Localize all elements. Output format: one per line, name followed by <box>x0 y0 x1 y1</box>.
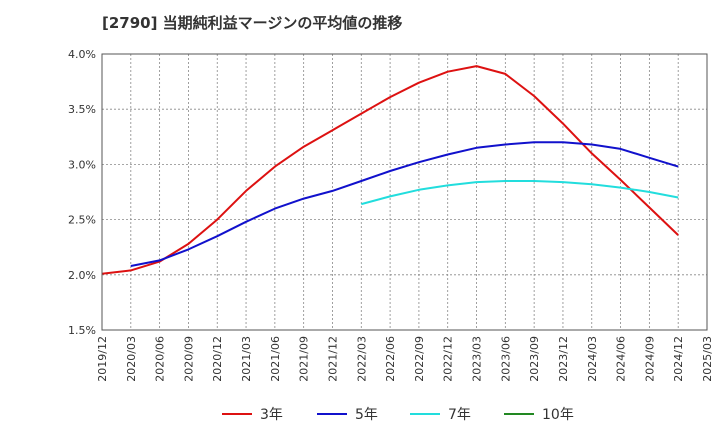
series-lines <box>101 65 679 275</box>
y-tick-label: 2.5% <box>68 214 96 227</box>
x-tick-label: 2022/12 <box>442 336 455 382</box>
legend-label-4: 10年 <box>542 407 574 423</box>
x-tick-label: 2023/09 <box>528 336 541 382</box>
x-tick-label: 2022/06 <box>384 336 397 382</box>
y-tick-label: 1.5% <box>68 324 96 337</box>
x-tick-label: 2020/03 <box>125 336 138 382</box>
x-axis-ticks: 2019/12 2020/03 2020/06 2020/09 2020/12 2021/… <box>96 336 714 382</box>
gridlines <box>102 54 707 330</box>
x-tick-label: 2021/06 <box>269 336 282 382</box>
x-tick-label: 2024/03 <box>586 336 599 382</box>
plot-border <box>101 53 708 331</box>
chart-title: [2790] 当期純利益マージンの平均値の推移 <box>102 14 403 32</box>
legend-label-2: 5年 <box>355 407 378 423</box>
y-tick-label: 3.0% <box>68 158 96 171</box>
x-tick-label: 2025/03 <box>701 336 714 382</box>
x-tick-label: 2024/12 <box>672 336 685 382</box>
x-tick-label: 2024/09 <box>643 336 656 382</box>
series-line-3 <box>361 180 679 206</box>
y-axis-ticks: 1.5% 2.0% 2.5% 3.0% 3.5% 4.0% <box>68 48 96 337</box>
y-tick-label: 4.0% <box>68 48 96 61</box>
x-tick-label: 2021/09 <box>298 336 311 382</box>
legend-label-1: 3年 <box>260 407 283 423</box>
plot-area <box>102 54 707 330</box>
x-tick-label: 2019/12 <box>96 336 109 382</box>
x-tick-label: 2022/09 <box>413 336 426 382</box>
x-tick-label: 2023/03 <box>471 336 484 382</box>
x-tick-label: 2020/09 <box>182 336 195 382</box>
y-tick-label: 2.0% <box>68 269 96 282</box>
x-tick-label: 2021/12 <box>326 336 339 382</box>
x-tick-label: 2022/03 <box>355 336 368 382</box>
series-line-2 <box>130 141 679 267</box>
x-tick-label: 2024/06 <box>615 336 628 382</box>
legend-label-3: 7年 <box>448 407 471 423</box>
x-tick-label: 2020/12 <box>211 336 224 382</box>
x-tick-label: 2020/06 <box>154 336 167 382</box>
legend: 3年 5年 7年 10年 <box>222 407 574 423</box>
x-tick-label: 2023/12 <box>557 336 570 382</box>
x-tick-label: 2023/06 <box>499 336 512 382</box>
y-tick-label: 3.5% <box>68 103 96 116</box>
x-tick-label: 2021/03 <box>240 336 253 382</box>
